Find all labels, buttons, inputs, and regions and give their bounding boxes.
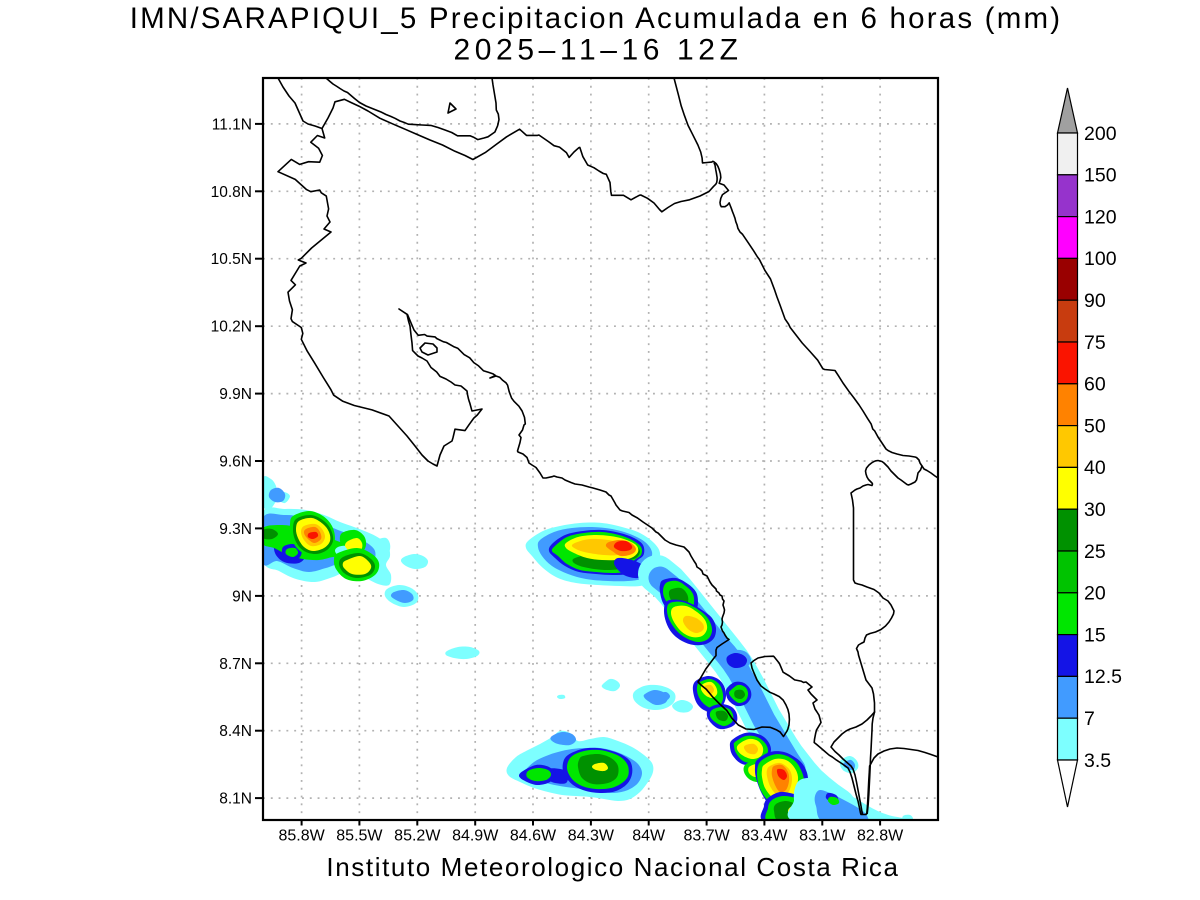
svg-text:8.4N: 8.4N xyxy=(219,723,252,740)
svg-text:120: 120 xyxy=(1084,206,1117,228)
svg-text:10.2N: 10.2N xyxy=(211,319,252,336)
svg-text:50: 50 xyxy=(1084,415,1106,437)
svg-text:83.1W: 83.1W xyxy=(799,828,846,845)
svg-text:75: 75 xyxy=(1084,332,1106,354)
svg-text:10.8N: 10.8N xyxy=(211,184,252,201)
svg-text:9.3N: 9.3N xyxy=(219,521,252,538)
svg-text:85.2W: 85.2W xyxy=(394,828,441,845)
svg-text:60: 60 xyxy=(1084,374,1106,396)
svg-text:3.5: 3.5 xyxy=(1084,750,1111,772)
svg-text:8.7N: 8.7N xyxy=(219,656,252,673)
svg-text:8.1N: 8.1N xyxy=(219,791,252,808)
svg-text:9N: 9N xyxy=(232,588,252,605)
svg-text:20: 20 xyxy=(1084,583,1106,605)
svg-text:IMN/SARAPIQUI_5 Precipitacion: IMN/SARAPIQUI_5 Precipitacion Acumulada … xyxy=(130,2,1063,35)
svg-text:200: 200 xyxy=(1084,123,1117,145)
svg-text:90: 90 xyxy=(1084,290,1106,312)
svg-text:15: 15 xyxy=(1084,624,1106,646)
svg-text:25: 25 xyxy=(1084,541,1106,563)
svg-text:150: 150 xyxy=(1084,165,1117,187)
svg-text:7: 7 xyxy=(1084,708,1095,730)
svg-text:30: 30 xyxy=(1084,499,1106,521)
svg-text:82.8W: 82.8W xyxy=(857,828,904,845)
svg-text:11.1N: 11.1N xyxy=(212,116,252,133)
svg-text:83.7W: 83.7W xyxy=(683,828,730,845)
svg-text:83.4W: 83.4W xyxy=(741,828,788,845)
svg-text:10.5N: 10.5N xyxy=(211,251,252,268)
svg-text:100: 100 xyxy=(1084,248,1117,270)
svg-text:9.9N: 9.9N xyxy=(219,386,252,403)
svg-text:40: 40 xyxy=(1084,457,1106,479)
svg-text:12.5: 12.5 xyxy=(1084,666,1122,688)
svg-text:84W: 84W xyxy=(632,828,666,845)
svg-text:9.6N: 9.6N xyxy=(219,454,252,471)
svg-text:2025–11–16 12Z: 2025–11–16 12Z xyxy=(453,34,742,67)
svg-text:84.6W: 84.6W xyxy=(510,828,557,845)
svg-text:84.3W: 84.3W xyxy=(568,828,615,845)
svg-text:85.8W: 85.8W xyxy=(278,828,325,845)
svg-text:85.5W: 85.5W xyxy=(336,828,383,845)
svg-text:84.9W: 84.9W xyxy=(452,828,499,845)
svg-text:Instituto Meteorologico Nacion: Instituto Meteorologico Nacional Costa R… xyxy=(326,852,899,882)
